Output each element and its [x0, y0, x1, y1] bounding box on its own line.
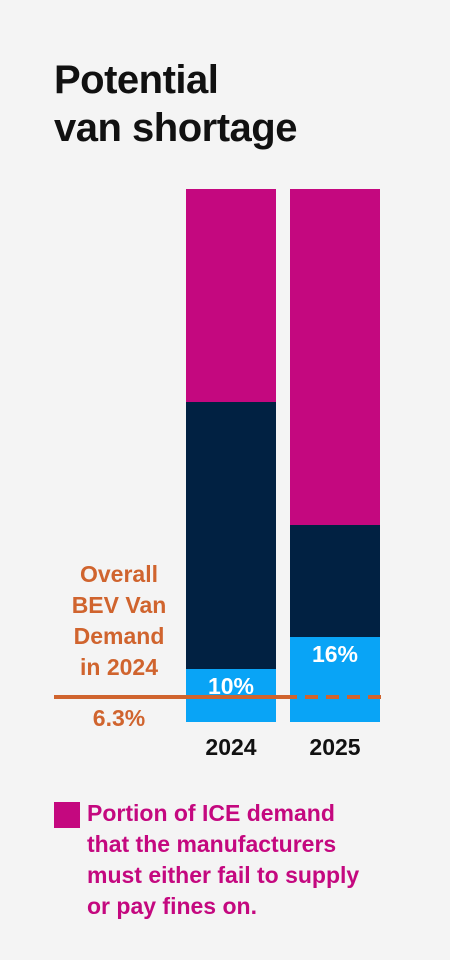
legend-text-line-3: must either fail to supply [87, 862, 360, 888]
reference-label-line-2: BEV Van [71, 592, 167, 618]
x-tick-label-2024: 2024 [205, 734, 257, 760]
legend-text-line-4: or pay fines on. [87, 893, 257, 919]
bar-2025: 16% [290, 189, 380, 722]
chart-title-line-1: Potential [54, 58, 219, 102]
reference-label: Overall BEV Van Demand in 2024 [54, 559, 184, 683]
data-label-bev-2024: 10% [207, 672, 255, 699]
reference-line-graphic [54, 695, 384, 700]
chart-title: Potential van shortage [54, 56, 414, 152]
data-label-bev-2025: 16% [311, 640, 359, 667]
legend-text-line-2: that the manufacturers [87, 831, 337, 857]
bar-segment-ice_supplied-2024 [186, 402, 276, 669]
reference-label-line-1: Overall [80, 561, 158, 587]
reference-label-line-3: Demand [73, 623, 165, 649]
bar-segment-bev-2024 [186, 668, 276, 722]
legend-text-line-1: Portion of ICE demand [87, 800, 335, 826]
legend-swatch [54, 802, 80, 828]
chart-title-line-2: van shortage [54, 106, 297, 150]
bar-segment-ice_supplied-2025 [290, 524, 380, 637]
reference-line [54, 686, 384, 700]
bar-segment-bev-2025 [290, 636, 380, 722]
reference-label-line-4: in 2024 [80, 654, 158, 680]
bar-segment-fines-2024 [186, 189, 276, 403]
bar-2024: 10% [186, 189, 276, 722]
reference-value-label: 6.3% [92, 705, 146, 731]
bar-segment-fines-2025 [290, 189, 380, 525]
legend-text: Portion of ICE demand that the manufactu… [87, 798, 417, 922]
x-tick-label-2025: 2025 [309, 734, 361, 760]
